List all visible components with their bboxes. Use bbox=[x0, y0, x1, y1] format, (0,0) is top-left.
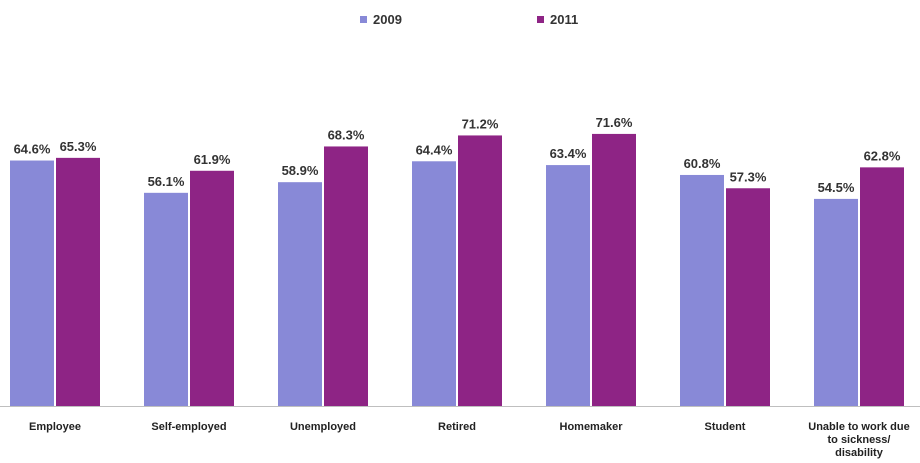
data-label-2009-4: 64.4% bbox=[416, 142, 453, 157]
data-label-2011-4: 71.2% bbox=[462, 116, 499, 131]
legend-label-2009: 2009 bbox=[373, 12, 402, 27]
data-label-2011-6: 57.3% bbox=[730, 169, 767, 184]
data-label-2009-2: 56.1% bbox=[148, 174, 185, 189]
data-label-2009-6: 60.8% bbox=[684, 156, 721, 171]
legend-item-2011: 2011 bbox=[537, 12, 578, 27]
legend: 2009 2011 bbox=[0, 12, 920, 32]
bar-2011-5 bbox=[592, 133, 636, 407]
bar-2009-5 bbox=[546, 165, 590, 406]
bar-2011-1 bbox=[56, 157, 100, 406]
data-label-2009-1: 64.6% bbox=[14, 142, 51, 157]
legend-swatch-2011 bbox=[537, 16, 544, 23]
x-tick-label-5: Homemaker bbox=[560, 421, 624, 433]
legend-label-2011: 2011 bbox=[550, 12, 579, 27]
bar-2011-2 bbox=[190, 170, 234, 406]
x-tick-label-7-line3: disability bbox=[835, 447, 884, 459]
x-tick-label-2: Self-employed bbox=[151, 421, 226, 433]
bar-2009-2 bbox=[144, 192, 188, 406]
data-label-2009-7: 54.5% bbox=[818, 180, 855, 195]
bar-2011-6 bbox=[726, 188, 770, 406]
x-tick-label-1: Employee bbox=[29, 421, 81, 433]
x-tick-label-7-line2: to sickness/ bbox=[828, 434, 891, 446]
bar-2009-3 bbox=[278, 182, 322, 406]
x-tick-label-6: Student bbox=[705, 421, 746, 433]
bar-2009-6 bbox=[680, 174, 724, 406]
legend-item-2009: 2009 bbox=[360, 12, 402, 27]
data-label-2011-2: 61.9% bbox=[194, 152, 231, 167]
data-label-2009-5: 63.4% bbox=[550, 146, 587, 161]
x-tick-label-7: Unable to work due bbox=[808, 421, 909, 433]
bar-2009-7 bbox=[814, 198, 858, 406]
data-label-2011-7: 62.8% bbox=[864, 148, 901, 163]
bar-2011-3 bbox=[324, 146, 368, 406]
data-label-2009-3: 58.9% bbox=[282, 163, 319, 178]
bar-2009-1 bbox=[10, 160, 54, 406]
data-label-2011-1: 65.3% bbox=[60, 139, 97, 154]
bar-2011-7 bbox=[860, 167, 904, 406]
bar-2009-4 bbox=[412, 161, 456, 406]
data-label-2011-5: 71.6% bbox=[596, 115, 633, 130]
x-tick-label-3: Unemployed bbox=[290, 421, 356, 433]
bar-2011-4 bbox=[458, 135, 502, 406]
legend-swatch-2009 bbox=[360, 16, 367, 23]
data-label-2011-3: 68.3% bbox=[328, 127, 365, 142]
x-tick-label-4: Retired bbox=[438, 421, 476, 433]
